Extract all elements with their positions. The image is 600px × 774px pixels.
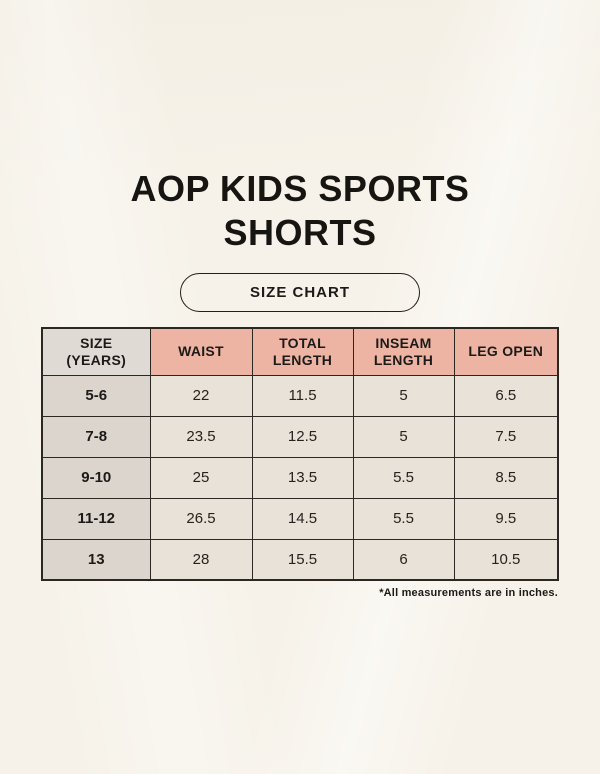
header-cell-size-years: SIZE (YEARS): [41, 327, 151, 376]
row-label: 13: [41, 538, 151, 581]
table-row: 5-6 22 11.5 5 6.5: [41, 374, 559, 417]
table-cell: 25: [149, 456, 253, 499]
table-cell: 9.5: [453, 497, 559, 540]
header-cell-total-length: TOTAL LENGTH: [251, 327, 354, 376]
page-title: AOP KIDS SPORTS SHORTS: [131, 0, 470, 255]
table-cell: 15.5: [251, 538, 354, 581]
row-label: 11-12: [41, 497, 151, 540]
row-label: 9-10: [41, 456, 151, 499]
row-label: 5-6: [41, 374, 151, 417]
size-chart-table: SIZE (YEARS) WAIST TOTAL LENGTH INSEAM L…: [41, 327, 559, 581]
table-cell: 5.5: [352, 456, 455, 499]
table-row: 7-8 23.5 12.5 5 7.5: [41, 415, 559, 458]
table-cell: 8.5: [453, 456, 559, 499]
header-cell-waist: WAIST: [149, 327, 253, 376]
header-cell-inseam-length: INSEAM LENGTH: [352, 327, 455, 376]
table-cell: 23.5: [149, 415, 253, 458]
table-cell: 26.5: [149, 497, 253, 540]
table-cell: 11.5: [251, 374, 354, 417]
table-cell: 10.5: [453, 538, 559, 581]
table-row: 9-10 25 13.5 5.5 8.5: [41, 456, 559, 499]
table-cell: 6.5: [453, 374, 559, 417]
table-cell: 28: [149, 538, 253, 581]
table-header-row: SIZE (YEARS) WAIST TOTAL LENGTH INSEAM L…: [41, 327, 559, 376]
table-row: 11-12 26.5 14.5 5.5 9.5: [41, 497, 559, 540]
table-cell: 12.5: [251, 415, 354, 458]
table-cell: 7.5: [453, 415, 559, 458]
header-cell-leg-open: LEG OPEN: [453, 327, 559, 376]
table-cell: 5: [352, 374, 455, 417]
table-cell: 14.5: [251, 497, 354, 540]
page-title-line-1: AOP KIDS SPORTS: [130, 168, 470, 209]
table-cell: 5.5: [352, 497, 455, 540]
page-title-line-2: SHORTS: [223, 212, 377, 253]
row-label: 7-8: [41, 415, 151, 458]
table-cell: 22: [149, 374, 253, 417]
table-cell: 5: [352, 415, 455, 458]
size-chart-badge: SIZE CHART: [180, 273, 420, 312]
table-cell: 13.5: [251, 456, 354, 499]
table-row: 13 28 15.5 6 10.5: [41, 538, 559, 581]
measurements-footnote: *All measurements are in inches.: [379, 587, 558, 599]
table-cell: 6: [352, 538, 455, 581]
